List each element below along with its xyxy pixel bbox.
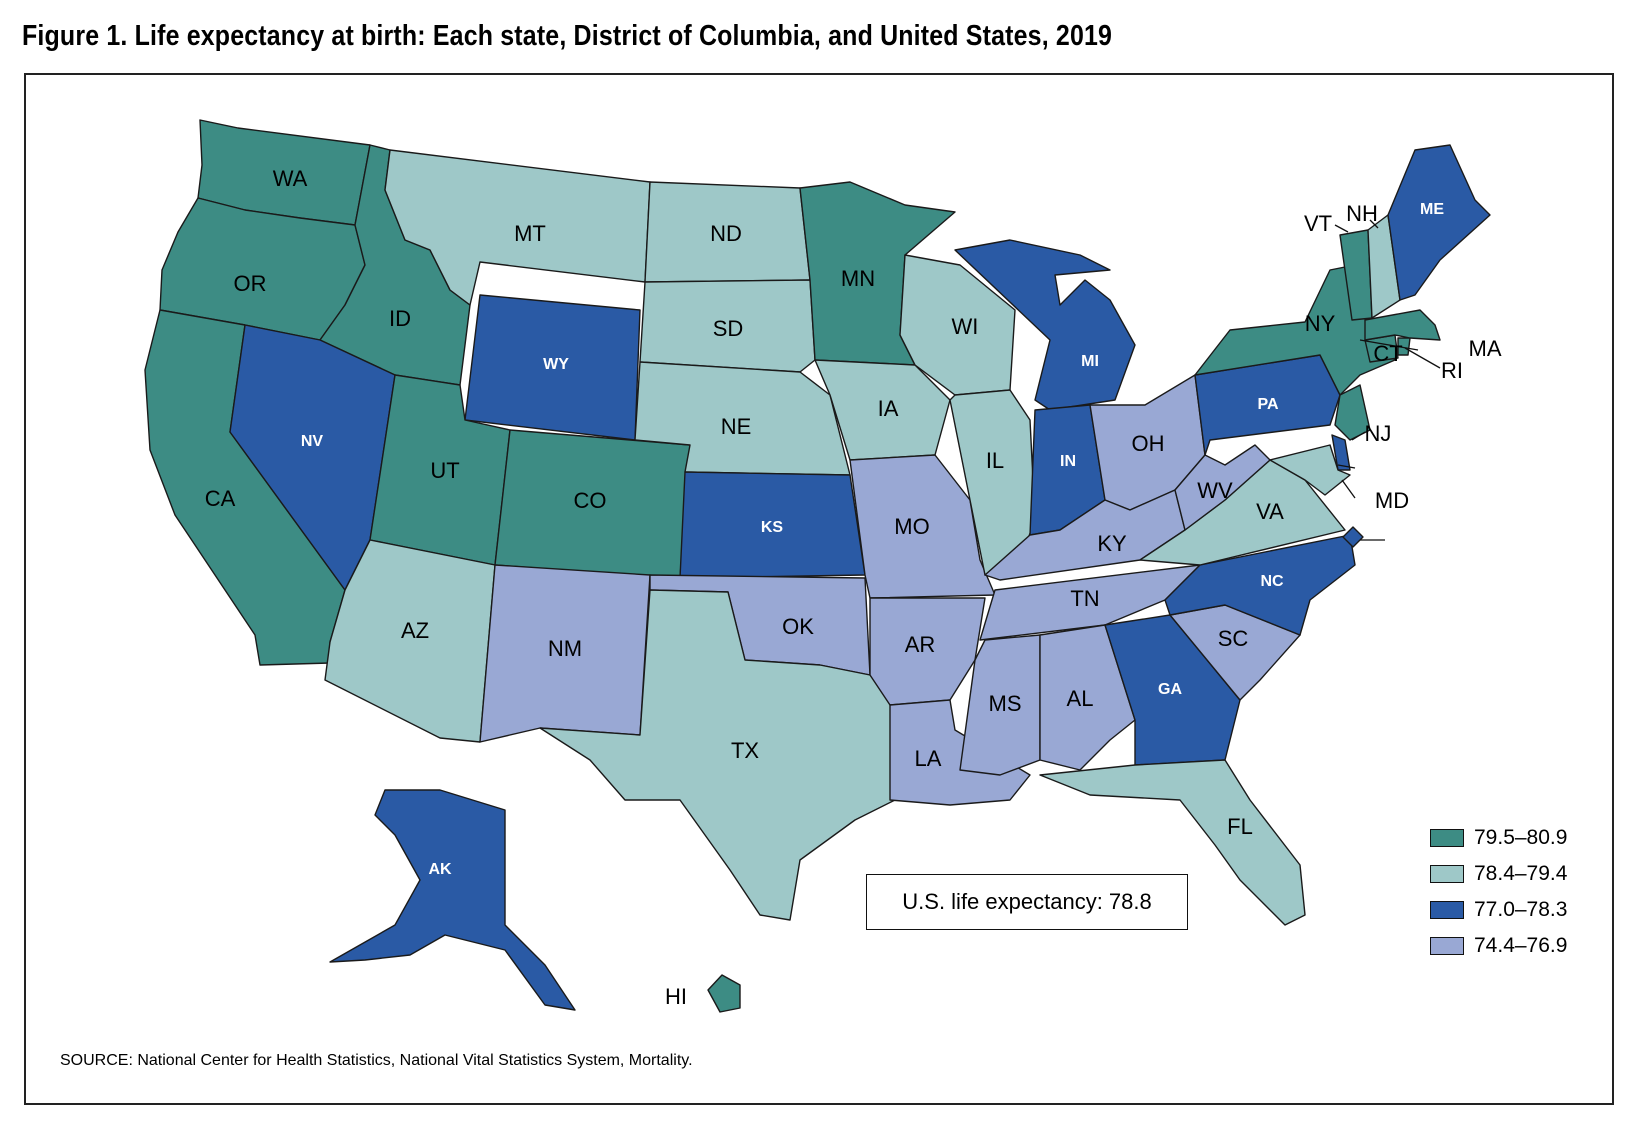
legend-swatch <box>1430 829 1464 847</box>
state-label-wi: WI <box>952 314 979 339</box>
state-label-wa: WA <box>273 166 308 191</box>
state-label-mt: MT <box>514 221 546 246</box>
state-label-hi: HI <box>665 984 687 1009</box>
state-label-me: ME <box>1420 201 1444 218</box>
state-label-nh: NH <box>1346 201 1378 226</box>
state-label-pa: PA <box>1257 396 1278 413</box>
state-label-ne: NE <box>721 414 752 439</box>
state-label-nv: NV <box>301 433 324 450</box>
state-label-de: DE <box>1379 463 1402 480</box>
state-label-co: CO <box>574 488 607 513</box>
legend-item: 78.4–79.4 <box>1430 862 1567 886</box>
state-label-in: IN <box>1060 453 1076 470</box>
state-label-mo: MO <box>894 514 929 539</box>
state-label-ri: RI <box>1441 358 1463 383</box>
state-label-ar: AR <box>905 632 936 657</box>
state-label-or: OR <box>234 271 267 296</box>
state-label-va: VA <box>1256 499 1284 524</box>
map-frame <box>24 73 1614 1105</box>
state-label-sc: SC <box>1218 626 1249 651</box>
legend-label: 77.0–78.3 <box>1474 898 1568 921</box>
figure-title: Figure 1. Life expectancy at birth: Each… <box>22 20 1113 52</box>
state-label-wv: WV <box>1197 478 1233 503</box>
label-leader-line <box>1337 464 1356 469</box>
us-life-expectancy-box: U.S. life expectancy: 78.8 <box>866 874 1188 930</box>
state-label-az: AZ <box>401 618 429 643</box>
label-leader-line <box>1334 224 1349 233</box>
state-tx <box>539 589 896 921</box>
state-dc <box>1342 526 1364 548</box>
state-label-ak: AK <box>428 861 452 878</box>
state-mi <box>954 239 1136 411</box>
label-leader-line <box>1404 347 1441 369</box>
state-nc <box>1164 534 1356 636</box>
state-label-tx: TX <box>731 738 759 763</box>
label-leader-line <box>1351 431 1366 441</box>
state-label-md: MD <box>1375 488 1409 513</box>
state-ri <box>1397 337 1411 356</box>
state-ky <box>984 489 1186 581</box>
state-label-ia: IA <box>878 396 899 421</box>
state-label-sd: SD <box>713 316 744 341</box>
state-label-ut: UT <box>430 458 459 483</box>
state-label-mn: MN <box>841 266 875 291</box>
label-leader-line <box>1341 479 1356 499</box>
state-sd <box>639 279 816 373</box>
state-label-al: AL <box>1067 686 1094 711</box>
state-label-ma: MA <box>1469 336 1502 361</box>
legend-item: 74.4–76.9 <box>1430 934 1567 958</box>
state-fl <box>1039 759 1306 926</box>
state-label-id: ID <box>389 306 411 331</box>
state-de <box>1331 434 1351 471</box>
legend-swatch <box>1430 937 1464 955</box>
state-me <box>1387 144 1491 301</box>
legend-swatch <box>1430 901 1464 919</box>
state-mo <box>849 454 996 599</box>
label-leader-line <box>1369 219 1379 229</box>
legend-swatch <box>1430 865 1464 883</box>
state-label-oh: OH <box>1132 431 1165 456</box>
state-label-nm: NM <box>548 636 582 661</box>
legend-item: 79.5–80.9 <box>1430 826 1567 850</box>
legend-label: 74.4–76.9 <box>1474 934 1568 957</box>
state-label-vt: VT <box>1304 211 1332 236</box>
state-tn <box>979 564 1201 641</box>
state-label-nc: NC <box>1260 573 1284 590</box>
state-la <box>889 699 1031 806</box>
state-label-la: LA <box>915 746 942 771</box>
source-note: SOURCE: National Center for Health Stati… <box>60 1052 693 1069</box>
legend-item: 77.0–78.3 <box>1430 898 1567 922</box>
state-label-ga: GA <box>1158 681 1182 698</box>
state-label-ky: KY <box>1097 531 1127 556</box>
state-label-dc: DC <box>1398 531 1422 548</box>
state-label-ct: CT <box>1373 341 1402 366</box>
state-label-ok: OK <box>782 614 814 639</box>
state-label-ca: CA <box>205 486 236 511</box>
label-leader-line <box>1359 339 1419 351</box>
state-ma <box>1364 309 1441 341</box>
state-label-fl: FL <box>1227 814 1253 839</box>
legend-label: 79.5–80.9 <box>1474 826 1568 849</box>
state-md <box>1269 444 1351 496</box>
state-label-nd: ND <box>710 221 742 246</box>
state-label-il: IL <box>986 448 1004 473</box>
state-wv <box>1174 444 1271 531</box>
state-ak <box>329 789 576 1011</box>
state-label-nj: NJ <box>1365 421 1392 446</box>
state-hi <box>707 974 741 1013</box>
state-label-tn: TN <box>1070 586 1099 611</box>
state-label-ny: NY <box>1305 311 1336 336</box>
state-label-ms: MS <box>989 691 1022 716</box>
state-label-wy: WY <box>543 356 569 373</box>
legend-label: 78.4–79.4 <box>1474 862 1568 885</box>
state-label-ks: KS <box>761 519 784 536</box>
state-label-mi: MI <box>1081 353 1099 370</box>
us-life-expectancy-text: U.S. life expectancy: 78.8 <box>902 889 1152 914</box>
